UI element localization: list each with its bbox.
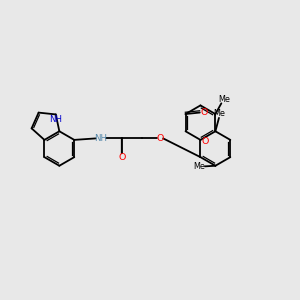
Text: O: O bbox=[202, 137, 209, 146]
Text: Me: Me bbox=[213, 109, 225, 118]
Text: Me: Me bbox=[193, 162, 205, 171]
Text: Me: Me bbox=[218, 95, 230, 104]
Text: NH: NH bbox=[49, 115, 62, 124]
Text: O: O bbox=[157, 134, 164, 142]
Text: O: O bbox=[200, 108, 208, 117]
Text: NH: NH bbox=[94, 134, 107, 143]
Text: O: O bbox=[119, 153, 126, 162]
